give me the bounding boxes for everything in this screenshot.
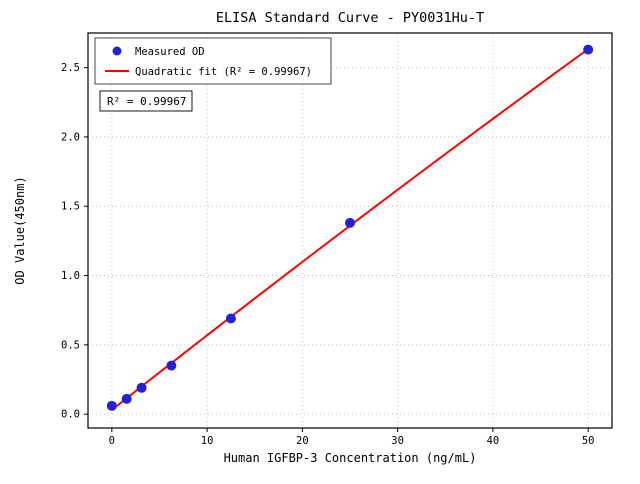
r-squared-annotation: R² = 0.99967 xyxy=(107,95,186,108)
y-tick-label: 1.0 xyxy=(61,270,80,282)
x-tick-label: 20 xyxy=(296,435,309,447)
legend-label-quadratic-fit: Quadratic fit (R² = 0.99967) xyxy=(135,66,312,78)
y-tick-label: 2.5 xyxy=(61,62,80,74)
y-axis-label: OD Value(450nm) xyxy=(13,176,27,284)
legend-label-measured-od: Measured OD xyxy=(135,46,205,58)
y-tick-label: 0.5 xyxy=(61,339,80,351)
data-point xyxy=(136,382,147,393)
r-squared-annotation-box xyxy=(99,90,193,112)
y-tick-label: 0.0 xyxy=(61,409,80,421)
plot-border xyxy=(87,32,613,429)
data-point xyxy=(345,217,355,228)
x-tick-label: 30 xyxy=(391,435,404,447)
x-tick-label: 10 xyxy=(201,435,214,447)
x-tick-label: 50 xyxy=(582,435,595,447)
x-axis-label: Human IGFBP-3 Concentration (ng/mL) xyxy=(224,451,477,465)
legend-marker-measured-od xyxy=(112,46,122,56)
legend-box xyxy=(94,37,332,85)
data-point xyxy=(583,44,594,55)
data-point xyxy=(225,313,236,324)
data-point xyxy=(166,360,177,371)
data-point xyxy=(106,400,117,411)
x-tick-label: 40 xyxy=(487,435,500,447)
chart-title: ELISA Standard Curve - PY0031Hu-T xyxy=(216,10,484,26)
y-tick-label: 2.0 xyxy=(61,131,80,143)
data-point xyxy=(121,393,132,404)
y-tick-label: 1.5 xyxy=(61,201,80,213)
x-tick-label: 0 xyxy=(109,435,115,447)
